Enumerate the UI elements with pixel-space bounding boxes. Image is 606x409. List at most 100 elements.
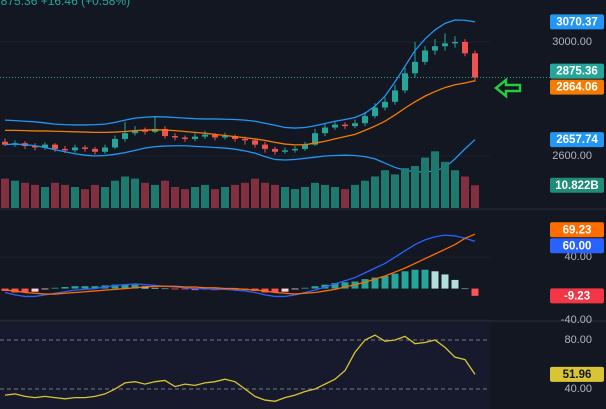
macd-histogram-bar bbox=[181, 288, 189, 290]
candle-body bbox=[322, 127, 328, 134]
candle-body bbox=[422, 50, 428, 62]
y-tick-label: 2600.00 bbox=[552, 150, 592, 162]
arrow-icon bbox=[493, 77, 522, 99]
candle-body bbox=[442, 43, 448, 47]
value-badge bbox=[550, 366, 604, 382]
line bbox=[4, 234, 476, 298]
volume-bar bbox=[461, 176, 469, 208]
value-badge-label: 3070.37 bbox=[556, 16, 598, 28]
volume-bar bbox=[151, 184, 159, 208]
macd-histogram-bar bbox=[41, 288, 49, 290]
macd-histogram-bar bbox=[51, 287, 59, 289]
volume-bar bbox=[361, 180, 369, 208]
volume-bar bbox=[331, 187, 339, 208]
macd-histogram-bar bbox=[331, 283, 339, 289]
volume-bar bbox=[381, 170, 389, 208]
macd-histogram-bar bbox=[361, 279, 369, 289]
y-tick-label: 40.00 bbox=[564, 383, 592, 395]
candle-body bbox=[272, 148, 278, 152]
volume-bar bbox=[281, 187, 289, 208]
volume-bar bbox=[471, 185, 479, 208]
volume-bar bbox=[201, 184, 209, 208]
volume-bar bbox=[1, 178, 9, 208]
line bbox=[5, 80, 476, 146]
macd-histogram-bar bbox=[371, 277, 379, 289]
candle-body bbox=[382, 101, 388, 108]
candle-body bbox=[212, 134, 218, 138]
volume-bar bbox=[31, 184, 39, 208]
volume-bar bbox=[321, 184, 329, 208]
macd-histogram-bar bbox=[401, 271, 409, 289]
value-badge bbox=[550, 177, 604, 193]
volume-bar bbox=[421, 157, 429, 208]
rsi-background bbox=[0, 322, 490, 409]
macd-histogram-bar bbox=[301, 287, 309, 289]
macd-histogram-bar bbox=[81, 286, 89, 289]
macd-histogram-bar bbox=[191, 288, 199, 291]
volume-bar bbox=[21, 182, 29, 208]
candle-body bbox=[392, 90, 398, 102]
macd-histogram-bar bbox=[161, 288, 169, 290]
candle-body bbox=[252, 140, 258, 145]
value-badge bbox=[550, 63, 604, 79]
macd-histogram-bar bbox=[311, 286, 319, 289]
macd-histogram-bar bbox=[271, 288, 279, 293]
value-badge-label: -9.23 bbox=[564, 290, 590, 302]
candle-body bbox=[232, 136, 238, 139]
candle-body bbox=[122, 133, 128, 139]
volume-bar bbox=[41, 187, 49, 208]
value-badge-label: 51.96 bbox=[563, 369, 592, 381]
candle-body bbox=[402, 73, 408, 91]
volume-bar bbox=[161, 180, 169, 208]
macd-histogram-bar bbox=[381, 276, 389, 289]
volume-bar bbox=[191, 187, 199, 208]
volume-bar bbox=[411, 166, 419, 208]
volume-bar bbox=[251, 178, 259, 208]
candle-body bbox=[332, 124, 338, 128]
macd-histogram-bar bbox=[341, 282, 349, 289]
value-badge-label: 2875.36 bbox=[556, 66, 598, 78]
volume-bar bbox=[81, 189, 89, 208]
candle-body bbox=[372, 107, 378, 117]
value-badge-label: 10.822B bbox=[555, 180, 598, 192]
macd-histogram-bar bbox=[171, 288, 179, 290]
value-badge bbox=[550, 222, 604, 238]
volume-bar bbox=[241, 182, 249, 208]
volume-bar bbox=[121, 176, 129, 208]
macd-histogram-bar bbox=[111, 284, 119, 289]
candle-body bbox=[202, 134, 208, 137]
candle-body bbox=[102, 147, 108, 152]
volume-bar bbox=[271, 184, 279, 208]
candle-body bbox=[352, 123, 358, 127]
volume-bar bbox=[61, 184, 69, 208]
macd-histogram-bar bbox=[61, 287, 69, 289]
volume-bar bbox=[171, 187, 179, 208]
volume-bar bbox=[311, 182, 319, 208]
macd-histogram-bar bbox=[231, 288, 239, 291]
value-badge-label: 2657.74 bbox=[556, 134, 598, 146]
candle-body bbox=[282, 150, 288, 152]
volume-bar bbox=[111, 180, 119, 208]
volume-bar bbox=[431, 151, 439, 208]
candle-body bbox=[362, 116, 368, 124]
volume-bar bbox=[231, 184, 239, 208]
volume-bar bbox=[211, 189, 219, 208]
volume-bar bbox=[371, 176, 379, 208]
volume-bar bbox=[441, 161, 449, 208]
candle-body bbox=[92, 148, 98, 152]
line bbox=[4, 233, 476, 295]
macd-histogram-bar bbox=[91, 286, 99, 289]
macd-histogram-bar bbox=[21, 288, 29, 293]
candle-body bbox=[342, 124, 348, 127]
value-badge bbox=[550, 79, 604, 95]
volume-bar bbox=[301, 187, 309, 208]
volume-bar bbox=[141, 182, 149, 208]
y-tick-label: 40.00 bbox=[564, 251, 592, 263]
value-badge-label: 69.23 bbox=[563, 224, 592, 236]
candle-body bbox=[452, 41, 458, 44]
volume-bar bbox=[341, 189, 349, 208]
candle-body bbox=[172, 136, 178, 138]
candle-body bbox=[32, 146, 38, 148]
volume-bar bbox=[261, 182, 269, 208]
